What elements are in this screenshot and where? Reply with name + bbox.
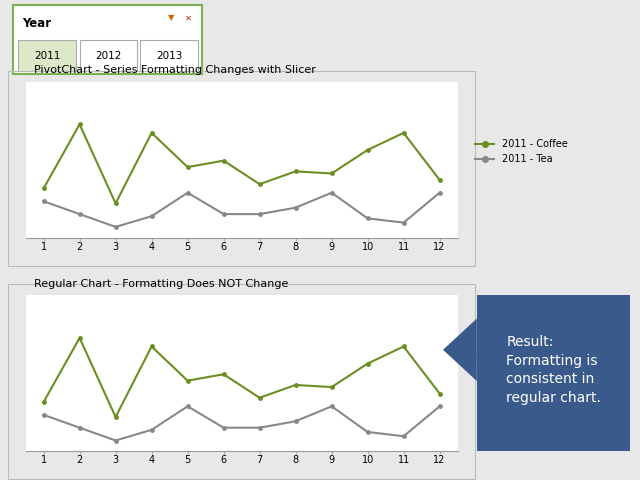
Text: Result:
Formatting is
consistent in
regular chart.: Result: Formatting is consistent in regu… — [506, 336, 601, 405]
Legend: 2011 - Coffee, 2011 - Tea: 2011 - Coffee, 2011 - Tea — [471, 135, 572, 168]
Polygon shape — [443, 319, 477, 381]
Text: Year: Year — [22, 17, 51, 30]
Legend: Coffee, Tea: Coffee, Tea — [471, 349, 538, 382]
Text: ↖: ↖ — [46, 83, 56, 96]
Text: 2013: 2013 — [156, 50, 182, 60]
Text: PivotChart - Series Formatting Changes with Slicer: PivotChart - Series Formatting Changes w… — [35, 65, 316, 75]
Text: 2011: 2011 — [34, 50, 60, 60]
Text: Regular Chart - Formatting Does NOT Change: Regular Chart - Formatting Does NOT Chan… — [35, 279, 289, 289]
Text: ✕: ✕ — [184, 13, 191, 22]
FancyBboxPatch shape — [19, 40, 76, 71]
FancyBboxPatch shape — [140, 40, 198, 71]
FancyBboxPatch shape — [80, 40, 138, 71]
Text: 2012: 2012 — [95, 50, 122, 60]
Text: ▼: ▼ — [168, 13, 174, 22]
